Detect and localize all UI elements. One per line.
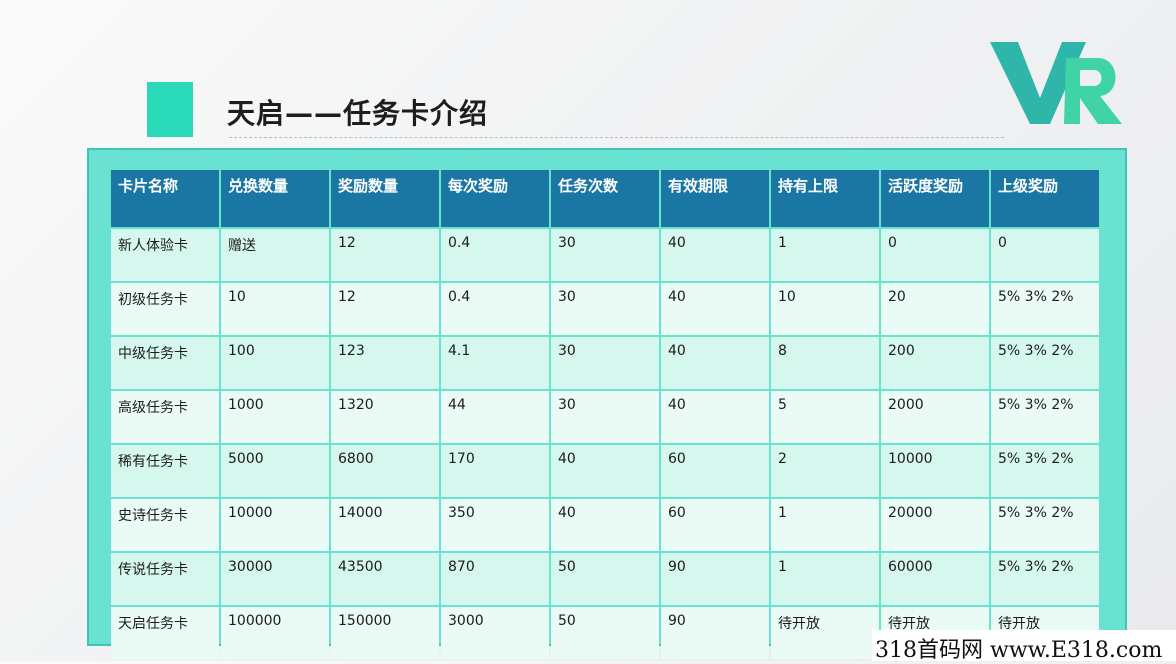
table-cell: 5% 3% 2%	[991, 445, 1099, 497]
task-card-table: 卡片名称 兑换数量 奖励数量 每次奖励 任务次数 有效期限 持有上限 活跃度奖励…	[109, 168, 1101, 661]
table-cell: 40	[551, 445, 659, 497]
table-cell: 6800	[331, 445, 439, 497]
table-cell: 待开放	[771, 607, 879, 659]
logo-letter-v	[990, 42, 1086, 124]
table-cell: 90	[661, 553, 769, 605]
table-cell: 4.1	[441, 337, 549, 389]
table-cell: 3000	[441, 607, 549, 659]
table-cell: 1320	[331, 391, 439, 443]
column-header: 奖励数量	[331, 170, 439, 227]
column-header: 任务次数	[551, 170, 659, 227]
table-cell: 赠送	[221, 229, 329, 281]
table-cell: 30000	[221, 553, 329, 605]
page-title: 天启——任务卡介绍	[227, 97, 489, 130]
vr-logo	[990, 42, 1122, 124]
table-cell: 12	[331, 229, 439, 281]
table-cell: 5% 3% 2%	[991, 337, 1099, 389]
table-cell: 5000	[221, 445, 329, 497]
table-cell: 350	[441, 499, 549, 551]
table-cell: 40	[661, 337, 769, 389]
table-cell: 40	[661, 283, 769, 335]
table-cell: 870	[441, 553, 549, 605]
table-header-row: 卡片名称 兑换数量 奖励数量 每次奖励 任务次数 有效期限 持有上限 活跃度奖励…	[111, 170, 1099, 227]
table-cell: 2	[771, 445, 879, 497]
table-cell: 60	[661, 499, 769, 551]
card-name-cell: 史诗任务卡	[111, 499, 219, 551]
table-cell: 44	[441, 391, 549, 443]
card-name-cell: 传说任务卡	[111, 553, 219, 605]
table-row: 传说任务卡 30000 43500 870 50 90 1 60000 5% 3% 2%	[111, 553, 1099, 605]
table-cell: 43500	[331, 553, 439, 605]
table-cell: 5% 3% 2%	[991, 283, 1099, 335]
table-cell: 30	[551, 391, 659, 443]
column-header: 有效期限	[661, 170, 769, 227]
table-cell: 20	[881, 283, 989, 335]
card-name-cell: 中级任务卡	[111, 337, 219, 389]
table-row: 中级任务卡 100 123 4.1 30 40 8 200 5% 3% 2%	[111, 337, 1099, 389]
table-cell: 5% 3% 2%	[991, 553, 1099, 605]
table-row: 稀有任务卡 5000 6800 170 40 60 2 10000 5% 3% 2%	[111, 445, 1099, 497]
table-cell: 10	[771, 283, 879, 335]
table-cell: 0	[991, 229, 1099, 281]
table-row: 高级任务卡 1000 1320 44 30 40 5 2000 5% 3% 2%	[111, 391, 1099, 443]
table-cell: 20000	[881, 499, 989, 551]
table-cell: 12	[331, 283, 439, 335]
table-cell: 30	[551, 337, 659, 389]
column-header: 持有上限	[771, 170, 879, 227]
table-cell: 170	[441, 445, 549, 497]
table-cell: 1	[771, 553, 879, 605]
card-name-cell: 稀有任务卡	[111, 445, 219, 497]
table-cell: 5% 3% 2%	[991, 499, 1099, 551]
table-cell: 10000	[221, 499, 329, 551]
logo-letter-r	[1064, 58, 1122, 124]
table-cell: 14000	[331, 499, 439, 551]
column-header: 卡片名称	[111, 170, 219, 227]
card-name-cell: 新人体验卡	[111, 229, 219, 281]
column-header: 活跃度奖励	[881, 170, 989, 227]
table-cell: 0.4	[441, 229, 549, 281]
table-cell: 30	[551, 283, 659, 335]
table-cell: 200	[881, 337, 989, 389]
card-name-cell: 天启任务卡	[111, 607, 219, 659]
table-cell: 100	[221, 337, 329, 389]
card-name-cell: 初级任务卡	[111, 283, 219, 335]
table-cell: 1000	[221, 391, 329, 443]
column-header: 上级奖励	[991, 170, 1099, 227]
title-divider	[229, 137, 1004, 138]
column-header: 兑换数量	[221, 170, 329, 227]
table-cell: 50	[551, 607, 659, 659]
table-cell: 40	[661, 229, 769, 281]
table-cell: 40	[661, 391, 769, 443]
table-row: 史诗任务卡 10000 14000 350 40 60 1 20000 5% 3% 2%	[111, 499, 1099, 551]
table-cell: 10	[221, 283, 329, 335]
table-cell: 1	[771, 229, 879, 281]
table-cell: 60	[661, 445, 769, 497]
table-cell: 8	[771, 337, 879, 389]
table-row: 新人体验卡 赠送 12 0.4 30 40 1 0 0	[111, 229, 1099, 281]
accent-square	[147, 82, 193, 137]
site-watermark: 318首码网 www.E318.com	[872, 630, 1176, 663]
table-cell: 0.4	[441, 283, 549, 335]
table-cell: 1	[771, 499, 879, 551]
table-cell: 100000	[221, 607, 329, 659]
table-cell: 5	[771, 391, 879, 443]
table-cell: 60000	[881, 553, 989, 605]
table-cell: 0	[881, 229, 989, 281]
table-cell: 10000	[881, 445, 989, 497]
table-cell: 30	[551, 229, 659, 281]
table-cell: 50	[551, 553, 659, 605]
table-row: 初级任务卡 10 12 0.4 30 40 10 20 5% 3% 2%	[111, 283, 1099, 335]
column-header: 每次奖励	[441, 170, 549, 227]
table-cell: 5% 3% 2%	[991, 391, 1099, 443]
table-panel: 卡片名称 兑换数量 奖励数量 每次奖励 任务次数 有效期限 持有上限 活跃度奖励…	[87, 148, 1127, 659]
table-cell: 123	[331, 337, 439, 389]
table-cell: 90	[661, 607, 769, 659]
table-cell: 150000	[331, 607, 439, 659]
table-cell: 2000	[881, 391, 989, 443]
table-cell: 40	[551, 499, 659, 551]
watermark-text: 318首码网 www.E318.com	[875, 638, 1163, 663]
card-name-cell: 高级任务卡	[111, 391, 219, 443]
